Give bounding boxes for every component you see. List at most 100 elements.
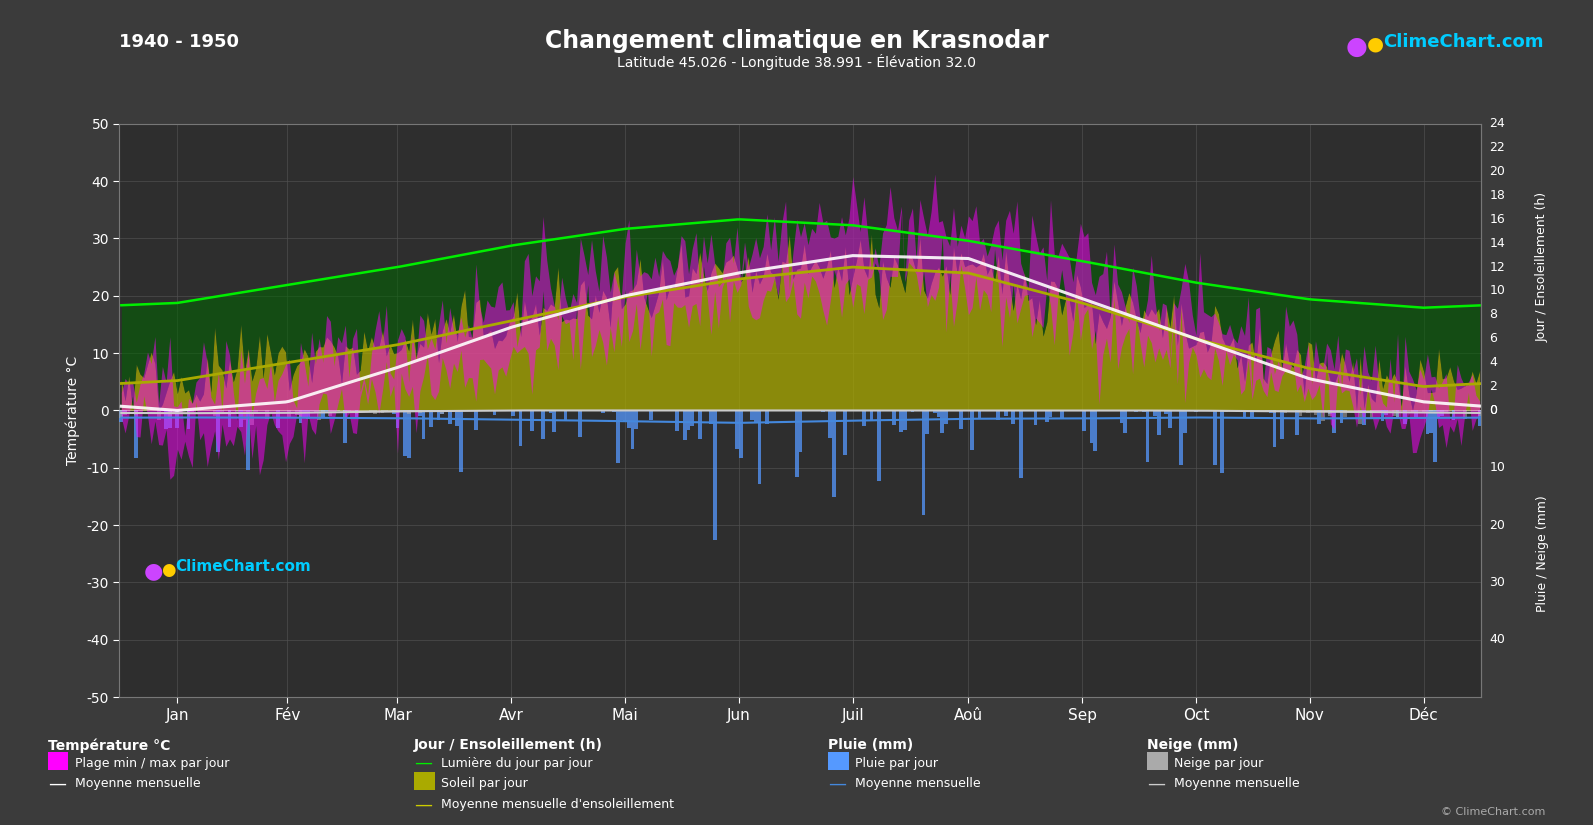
Bar bbox=[631, 411, 634, 449]
Bar bbox=[1440, 411, 1445, 412]
Bar bbox=[758, 411, 761, 483]
Bar bbox=[832, 411, 836, 497]
Text: Plage min / max par jour: Plage min / max par jour bbox=[75, 757, 229, 770]
Bar bbox=[903, 411, 906, 431]
Bar bbox=[712, 411, 717, 540]
Bar bbox=[519, 411, 523, 446]
Text: 6: 6 bbox=[1489, 332, 1497, 346]
Bar bbox=[1478, 411, 1481, 416]
Bar bbox=[1082, 411, 1086, 431]
Bar bbox=[1362, 411, 1365, 425]
Bar bbox=[411, 411, 414, 412]
Text: 22: 22 bbox=[1489, 141, 1505, 154]
Text: Jour / Ensoleillement (h): Jour / Ensoleillement (h) bbox=[1536, 192, 1548, 342]
Bar bbox=[459, 411, 464, 473]
Text: ●: ● bbox=[161, 561, 175, 579]
Text: ●: ● bbox=[1367, 35, 1384, 54]
Bar bbox=[236, 411, 239, 412]
Bar bbox=[1223, 411, 1228, 412]
Bar bbox=[344, 411, 347, 413]
Bar bbox=[119, 411, 123, 422]
Bar bbox=[612, 411, 616, 412]
Bar bbox=[247, 411, 250, 469]
Bar bbox=[578, 411, 581, 437]
Bar bbox=[690, 411, 695, 426]
Text: Moyenne mensuelle: Moyenne mensuelle bbox=[855, 777, 981, 790]
Text: Pluie (mm): Pluie (mm) bbox=[828, 738, 914, 752]
Bar bbox=[1273, 411, 1276, 447]
Bar bbox=[191, 411, 194, 412]
Bar bbox=[1120, 411, 1123, 422]
Bar bbox=[1179, 411, 1184, 464]
Bar bbox=[601, 411, 605, 413]
Text: Moyenne mensuelle: Moyenne mensuelle bbox=[75, 777, 201, 790]
Bar bbox=[298, 411, 303, 423]
Bar bbox=[1429, 411, 1434, 412]
Bar bbox=[1157, 411, 1161, 435]
Bar bbox=[1332, 411, 1337, 433]
Bar bbox=[1359, 411, 1362, 424]
Bar bbox=[287, 411, 292, 417]
Bar bbox=[698, 411, 701, 439]
Bar bbox=[1340, 411, 1343, 422]
Bar bbox=[123, 411, 127, 413]
Bar bbox=[1281, 411, 1284, 440]
Bar bbox=[753, 411, 758, 422]
Bar bbox=[1059, 411, 1064, 419]
Text: 20: 20 bbox=[1489, 165, 1505, 178]
Bar bbox=[1321, 411, 1325, 421]
Bar bbox=[167, 411, 172, 428]
Bar bbox=[186, 411, 191, 429]
Text: —: — bbox=[414, 795, 432, 813]
Bar bbox=[937, 411, 940, 417]
Bar bbox=[1265, 411, 1268, 412]
Text: 4: 4 bbox=[1489, 356, 1497, 369]
Bar bbox=[417, 411, 422, 417]
Bar bbox=[634, 411, 639, 429]
Bar bbox=[736, 411, 739, 449]
Bar bbox=[1048, 411, 1053, 417]
Bar bbox=[1329, 411, 1332, 417]
Bar bbox=[425, 411, 429, 412]
Bar bbox=[553, 411, 556, 432]
Bar bbox=[475, 411, 478, 412]
Bar bbox=[970, 411, 973, 450]
Bar bbox=[228, 411, 231, 415]
Bar bbox=[1164, 411, 1168, 413]
Bar bbox=[456, 411, 459, 412]
Bar bbox=[1426, 411, 1429, 434]
Bar bbox=[314, 411, 317, 412]
Bar bbox=[843, 411, 847, 455]
Text: Neige (mm): Neige (mm) bbox=[1147, 738, 1238, 752]
Bar bbox=[1220, 411, 1223, 473]
Bar bbox=[1410, 411, 1415, 413]
Bar bbox=[687, 411, 690, 430]
Bar bbox=[900, 411, 903, 431]
Bar bbox=[933, 411, 937, 413]
Bar bbox=[1273, 411, 1276, 413]
Bar bbox=[1195, 411, 1198, 412]
Bar bbox=[1090, 411, 1093, 442]
Text: Jour / Ensoleillement (h): Jour / Ensoleillement (h) bbox=[414, 738, 604, 752]
Bar bbox=[926, 411, 929, 434]
Bar bbox=[1478, 411, 1481, 426]
Bar bbox=[264, 411, 269, 418]
Bar bbox=[440, 411, 444, 414]
Bar bbox=[1395, 411, 1399, 419]
Bar bbox=[119, 411, 123, 418]
Bar bbox=[1134, 411, 1137, 412]
Text: —: — bbox=[828, 775, 846, 793]
Bar bbox=[403, 411, 406, 455]
Bar bbox=[623, 411, 628, 421]
Text: —: — bbox=[1147, 775, 1164, 793]
Text: Moyenne mensuelle d'ensoleillement: Moyenne mensuelle d'ensoleillement bbox=[441, 798, 674, 811]
Bar bbox=[317, 411, 320, 420]
Bar bbox=[406, 411, 411, 413]
Bar bbox=[1020, 411, 1023, 478]
Bar bbox=[328, 411, 333, 416]
Text: 40: 40 bbox=[1489, 634, 1505, 646]
Bar bbox=[1212, 411, 1217, 465]
Bar bbox=[1437, 411, 1440, 417]
Text: ClimeChart.com: ClimeChart.com bbox=[1383, 33, 1544, 51]
Bar bbox=[395, 411, 400, 428]
